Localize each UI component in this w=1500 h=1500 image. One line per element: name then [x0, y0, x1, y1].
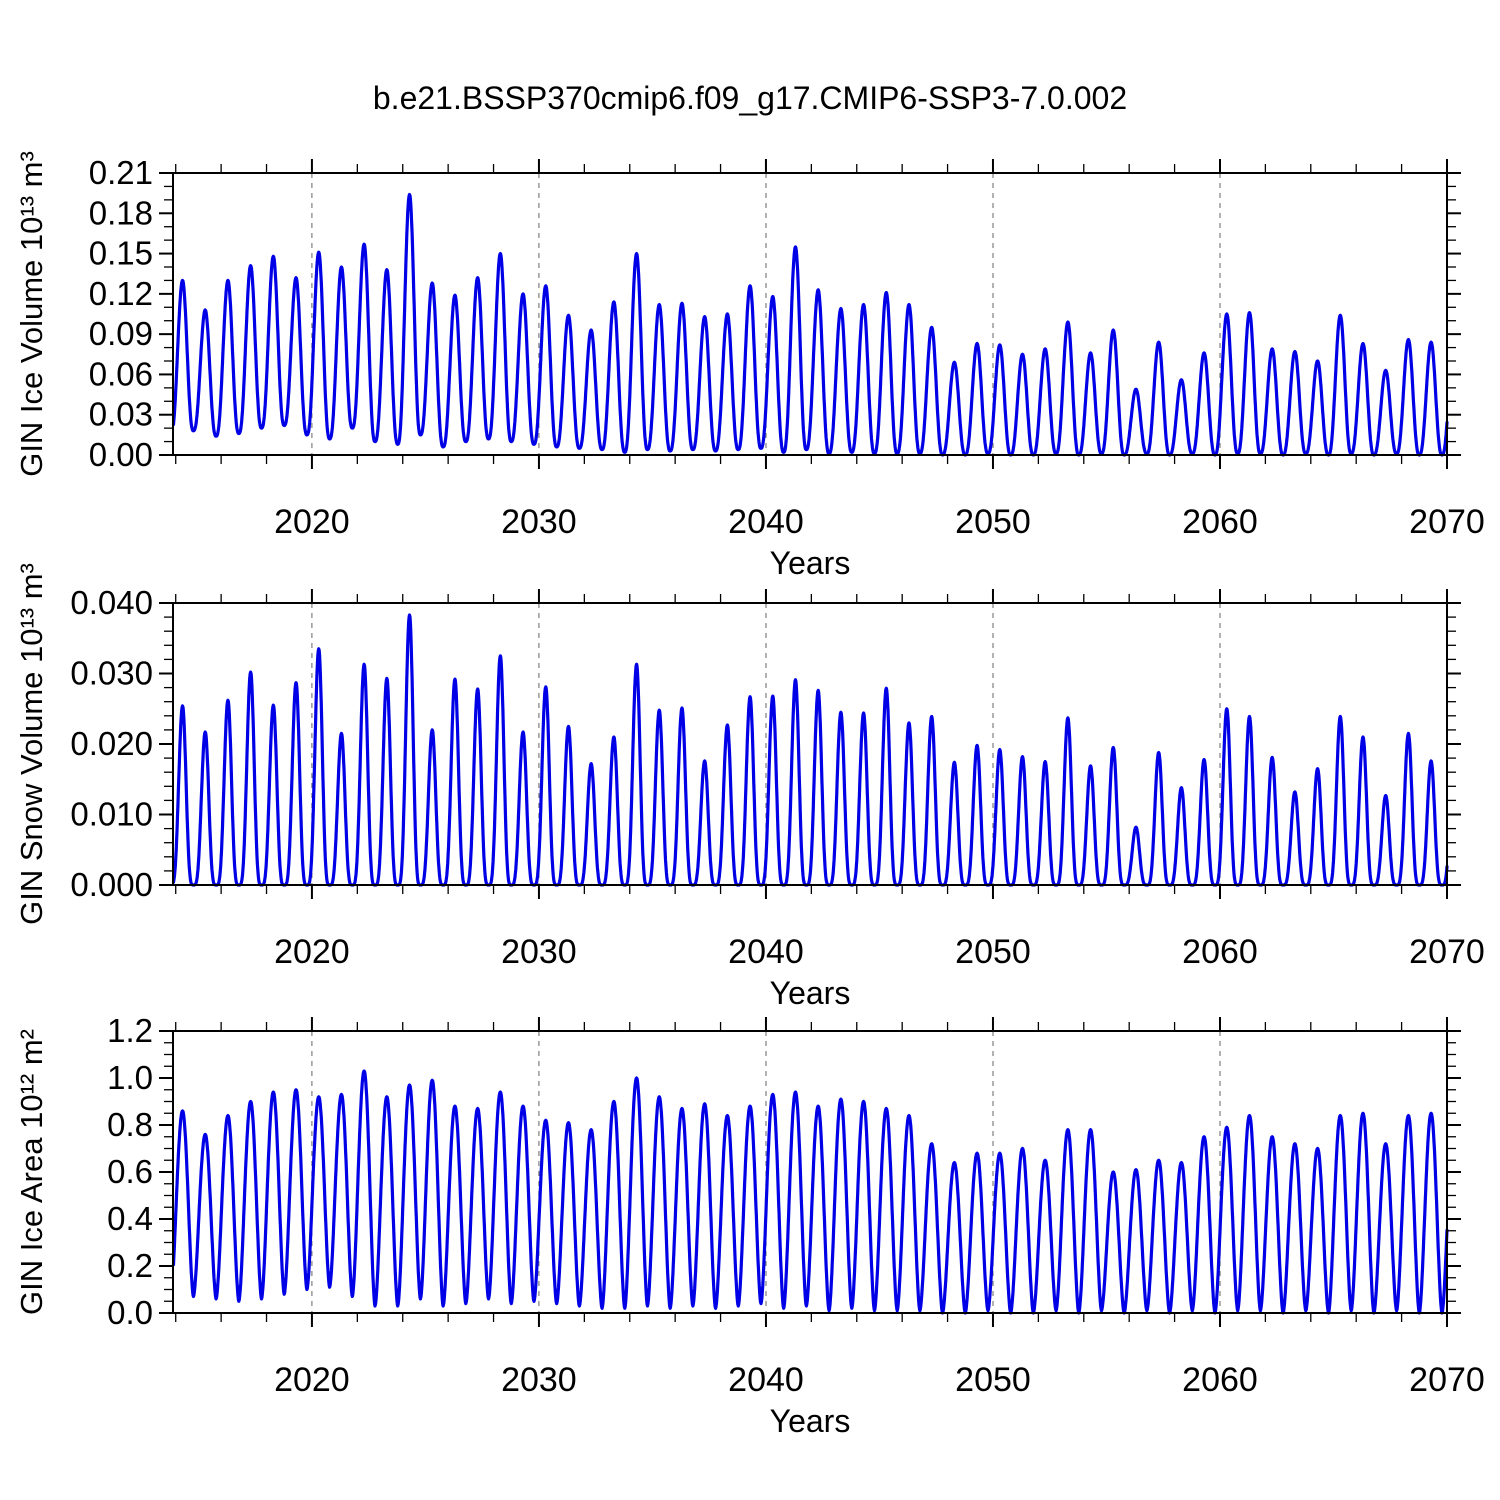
x-tick-label: 2020: [274, 1361, 350, 1399]
x-tick-label: 2030: [501, 503, 577, 541]
panel-gin-snow-volume: 0.000 0.010 0.020 0.030 0.040 2020 2030 2040 205…: [70, 584, 1484, 971]
y-tick-label: 0.040: [70, 584, 153, 621]
x-tick-label: 2070: [1409, 1361, 1485, 1399]
y-tick-label: 0.4: [107, 1200, 153, 1237]
y-tick-label: 0.8: [107, 1106, 153, 1143]
x-tick-label: 2040: [728, 1361, 804, 1399]
x-tick-label: 2060: [1182, 503, 1258, 541]
y-axis-title-text: GIN Snow Volume 10¹³ m³: [14, 563, 50, 925]
x-tick-label: 2030: [501, 1361, 577, 1399]
panel-gin-ice-volume: 0.000.03 0.060.090.120.15 0.180.21 2020 2030…: [89, 154, 1485, 541]
x-tick-label: 2050: [955, 933, 1031, 971]
x-tick-label: 2060: [1182, 1361, 1258, 1399]
x-axis-title-years-panel2: Years: [769, 975, 851, 1011]
y-tick-label: 0.06: [89, 355, 153, 392]
x-tick-label: 2050: [955, 503, 1031, 541]
y-tick-label: 0.6: [107, 1153, 153, 1190]
y-axis-title-snow-volume: GIN Snow Volume 10¹³ m³: [4, 563, 60, 925]
y-tick-label: 0.030: [70, 655, 153, 692]
y-tick-label: 1.0: [107, 1059, 153, 1096]
x-axis-title-years-panel1: Years: [769, 545, 851, 581]
gin-ice-area-series-line: [171, 1069, 1449, 1315]
y-tick-label: 0.15: [89, 235, 153, 272]
y-tick-label: 0.12: [89, 275, 153, 312]
y-tick-label: 0.00: [89, 436, 153, 473]
x-tick-label: 2050: [955, 1361, 1031, 1399]
plot-frame: [172, 172, 1448, 456]
x-tick-label: 2040: [728, 503, 804, 541]
x-tick-label: 2060: [1182, 933, 1258, 971]
x-tick-label: 2020: [274, 503, 350, 541]
panel-gin-ice-area: 0.0 0.2 0.4 0.6 0.8 1.0 1.2 2020 2030 2040 2050 206…: [107, 1012, 1485, 1399]
y-axis-title-ice-area: GIN Ice Area 10¹² m²: [4, 1029, 60, 1315]
plot-title: b.e21.BSSP370cmip6.f09_g17.CMIP6-SSP3-7.…: [372, 80, 1128, 116]
y-axis-title-text: GIN Ice Area 10¹² m²: [14, 1029, 49, 1315]
y-tick-label: 0.0: [107, 1294, 153, 1331]
y-axis-title-text: GIN Ice Volume 10¹³ m³: [14, 151, 49, 477]
x-axis-title-years-panel3: Years: [769, 1403, 851, 1439]
y-tick-label: 0.2: [107, 1247, 153, 1284]
y-tick-label: 0.18: [89, 194, 153, 231]
x-tick-label: 2040: [728, 933, 804, 971]
x-tick-label: 2020: [274, 933, 350, 971]
x-tick-label: 2070: [1409, 503, 1485, 541]
x-tick-label: 2070: [1409, 933, 1485, 971]
y-tick-label: 1.2: [107, 1012, 153, 1049]
x-tick-label: 2030: [501, 933, 577, 971]
gin-ice-volume-series-line: [171, 192, 1449, 457]
y-tick-label: 0.09: [89, 315, 153, 352]
y-tick-label: 0.010: [70, 796, 153, 833]
y-tick-label: 0.020: [70, 725, 153, 762]
gin-snow-volume-series-line: [171, 613, 1449, 887]
y-tick-label: 0.21: [89, 154, 153, 191]
y-tick-label: 0.000: [70, 866, 153, 903]
y-axis-title-ice-volume: GIN Ice Volume 10¹³ m³: [4, 151, 60, 477]
y-tick-label: 0.03: [89, 396, 153, 433]
